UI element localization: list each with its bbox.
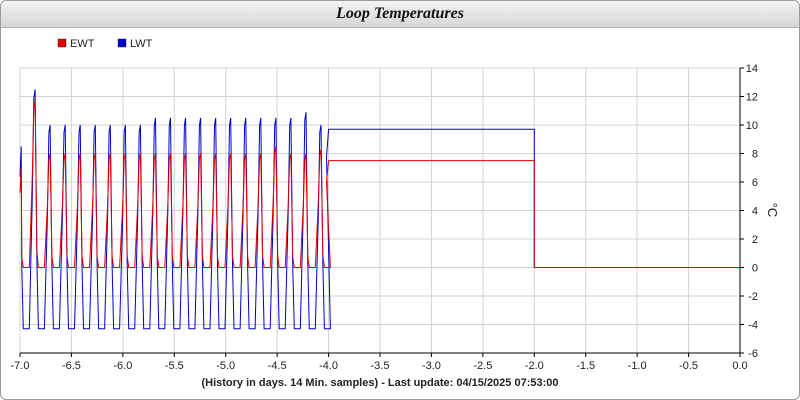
y-tick-label: -6 [748, 348, 758, 360]
y-tick-label: 6 [752, 177, 758, 189]
x-tick-label: -6.5 [62, 360, 81, 372]
x-tick-label: 0.0 [732, 360, 747, 372]
y-tick-label: 2 [752, 234, 758, 246]
y-tick-label: 10 [746, 120, 758, 132]
x-tick-label: -5.5 [165, 360, 184, 372]
x-tick-label: -1.5 [576, 360, 595, 372]
x-axis-footer: (History in days. 14 Min. samples) - Las… [201, 377, 558, 389]
x-tick-label: -4.5 [268, 360, 287, 372]
axes: -7.0 -6.5 -6.0 -5.5 -5.0 -4.5 -4.0 -3.5 -3.0 -2.5… [11, 63, 758, 372]
y-tick-label: 4 [752, 206, 758, 218]
y-axis-label: °C [765, 203, 780, 218]
x-tick-label: -3.5 [371, 360, 390, 372]
legend-label-lwt: LWT [130, 38, 153, 50]
series-line-ewt [19, 100, 740, 268]
y-tick-label: 0 [752, 263, 758, 275]
legend-swatch-lwt [117, 38, 127, 48]
x-tick-label: -7.0 [11, 360, 30, 372]
y-tick-label: 8 [752, 149, 758, 161]
x-tick-label: -4.0 [319, 360, 338, 372]
legend-swatch-ewt [57, 38, 67, 48]
x-tick-label: -2.5 [473, 360, 492, 372]
chart-title: Loop Temperatures [336, 5, 464, 22]
legend-label-ewt: EWT [70, 38, 95, 50]
legend: EWT LWT [57, 38, 153, 50]
x-tick-label: -3.0 [422, 360, 441, 372]
x-tick-label: -0.5 [679, 360, 698, 372]
y-tick-label: -4 [748, 320, 758, 332]
y-tick-label: -2 [748, 291, 758, 303]
y-tick-label: 14 [746, 63, 758, 75]
x-tick-label: -2.0 [525, 360, 544, 372]
series-layer [19, 89, 740, 330]
y-tick-label: 12 [746, 92, 758, 104]
x-tick-label: -6.0 [113, 360, 132, 372]
x-tick-label: -1.0 [628, 360, 647, 372]
title-bar: Loop Temperatures [1, 1, 799, 28]
x-tick-label: -5.0 [216, 360, 235, 372]
